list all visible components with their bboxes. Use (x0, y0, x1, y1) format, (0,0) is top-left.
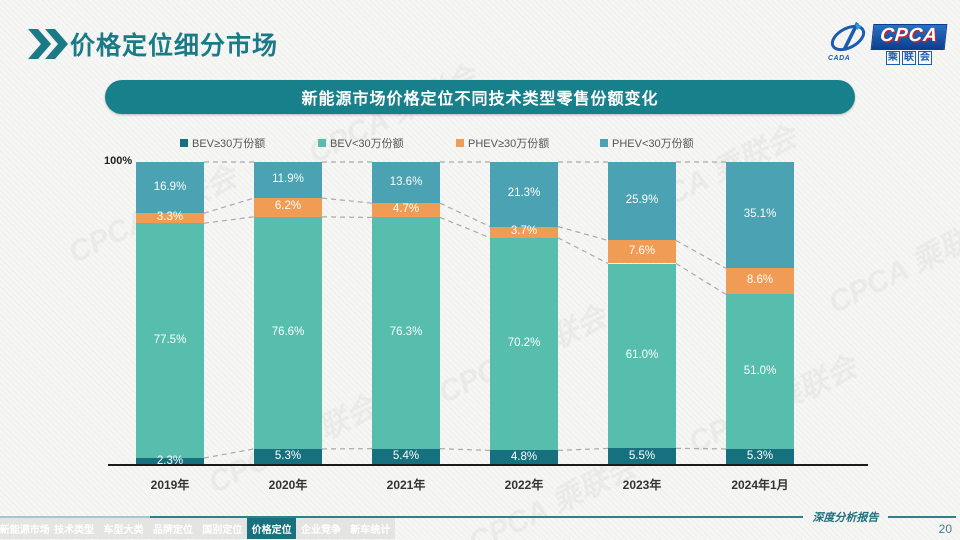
bar-value-label: 4.8% (510, 450, 538, 463)
cpca-swoosh-label: CADA (828, 55, 851, 62)
bar-segment (136, 213, 204, 224)
cpca-wordmark: CPCA 乘联会 (870, 24, 948, 65)
bar-segment (136, 223, 204, 459)
footer-tab-品牌定位[interactable]: 品牌定位 (148, 518, 198, 539)
footer-tab-国别定位[interactable]: 国别定位 (197, 518, 247, 539)
bar-value-label: 70.2% (507, 337, 541, 350)
footer-tab-车型大类[interactable]: 车型大类 (98, 518, 149, 539)
bar-segment (254, 162, 322, 199)
bar-segment (726, 162, 794, 269)
bar-segment (608, 240, 676, 264)
page-title: 价格定位细分市场 (70, 32, 279, 60)
bar-value-label: 76.3% (389, 326, 423, 339)
bar-value-label: 35.1% (743, 208, 777, 221)
footer-rule-light (0, 516, 150, 518)
legend-swatch (456, 139, 464, 147)
bar-segment (372, 448, 440, 465)
x-axis-label: 2020年 (268, 478, 308, 492)
x-axis-line (108, 464, 868, 466)
double-chevron-icon (28, 29, 68, 59)
x-axis-label: 2024年1月 (731, 478, 789, 492)
x-axis-label: 2019年 (150, 478, 190, 492)
bar-segment (490, 162, 558, 227)
cpca-chinese-char: 乘 (885, 51, 900, 65)
cpca-logo: CADA CPCA 乘联会 (826, 20, 948, 65)
bar-segment (372, 203, 440, 218)
bar-segment (490, 237, 558, 451)
bar-segment (372, 217, 440, 449)
bar-segment (608, 263, 676, 449)
bar-segment (136, 162, 204, 214)
footer-tab-新能源市场[interactable]: 新能源市场 (0, 518, 50, 539)
cpca-swoosh: CADA (826, 20, 870, 64)
bar-value-label: 3.7% (510, 225, 538, 238)
legend-item: PHEV<30万份额 (600, 135, 694, 151)
legend-swatch (180, 139, 188, 147)
bar-value-label: 25.9% (625, 194, 659, 207)
bar-value-label: 4.7% (392, 203, 420, 216)
cpca-swoosh-icon (830, 22, 866, 52)
bar-value-label: 5.3% (274, 449, 302, 462)
legend-label: BEV≥30万份额 (192, 138, 266, 150)
footer-rule (888, 516, 956, 518)
bar-segment (726, 268, 794, 295)
x-axis-label: 2021年 (386, 478, 426, 492)
y-axis-max-label: 100% (104, 155, 133, 167)
bar-value-label: 51.0% (743, 364, 777, 377)
legend-swatch (318, 139, 326, 147)
footer-tab-企业竞争[interactable]: 企业竞争 (296, 518, 346, 539)
bar-value-label: 16.9% (153, 180, 187, 193)
bar-value-label: 3.3% (156, 211, 184, 224)
footer-rule (150, 516, 803, 518)
footer-tab-bar: 新能源市场 技术类型 车型大类 品牌定位 国别定位 价格定位 企业竞争 新车统计 (0, 518, 396, 539)
page-number: 20 (938, 522, 952, 536)
x-axis-label: 2022年 (504, 478, 544, 492)
bar-value-label: 61.0% (625, 348, 659, 361)
legend-label: BEV<30万份额 (330, 138, 404, 150)
bar-segment (608, 448, 676, 465)
bar-segment (608, 162, 676, 241)
bar-value-label: 11.9% (272, 173, 304, 186)
bar-value-label: 8.6% (746, 274, 774, 287)
legend-item: BEV<30万份额 (318, 135, 404, 151)
bar-value-label: 6.2% (274, 200, 302, 213)
cpca-chinese-char: 联 (901, 51, 916, 65)
bar-value-label: 77.5% (153, 333, 187, 346)
bar-value-label: 13.6% (389, 175, 423, 188)
bar-segment (254, 448, 322, 465)
cpca-chinese-char: 会 (917, 51, 932, 65)
legend-swatch (600, 139, 608, 147)
footer-tab-价格定位[interactable]: 价格定位 (246, 518, 297, 539)
report-type-label: 深度分析报告 (812, 512, 879, 524)
legend-item: PHEV≥30万份额 (456, 135, 549, 151)
legend-item: BEV≥30万份额 (180, 135, 265, 151)
bar-value-label: 5.5% (628, 449, 656, 462)
legend-label: PHEV≥30万份额 (468, 138, 550, 150)
bar-segment (490, 450, 558, 465)
bar-segment (254, 216, 322, 449)
bar-value-label: 5.3% (746, 449, 774, 462)
bar-segment (372, 162, 440, 204)
bar-value-label: 76.6% (271, 325, 305, 338)
bar-segment (254, 198, 322, 217)
bar-segment (136, 458, 204, 465)
bar-value-label: 2.3% (156, 454, 184, 467)
bar-value-label: 7.6% (628, 244, 656, 257)
cpca-wordmark-text: CPCA (870, 24, 948, 50)
bar-segment (490, 226, 558, 238)
bar-value-label: 5.4% (392, 449, 420, 462)
footer-tab-技术类型[interactable]: 技术类型 (49, 518, 99, 539)
legend-label: PHEV<30万份额 (612, 138, 694, 150)
x-axis-label: 2023年 (622, 478, 662, 492)
bar-value-label: 21.3% (507, 187, 541, 200)
bar-segment (726, 294, 794, 449)
header: 价格定位细分市场 CADA CPCA 乘联会 (0, 0, 960, 70)
chart-legend: BEV≥30万份额 BEV<30万份额 PHEV≥30万份额 PHEV<30万份额 (0, 135, 960, 151)
bar-segment (726, 448, 794, 465)
chart-title: 新能源市场价格定位不同技术类型零售份额变化 (105, 80, 855, 114)
cpca-chinese-name: 乘联会 (885, 51, 932, 65)
footer-tab-新车统计[interactable]: 新车统计 (345, 518, 396, 539)
